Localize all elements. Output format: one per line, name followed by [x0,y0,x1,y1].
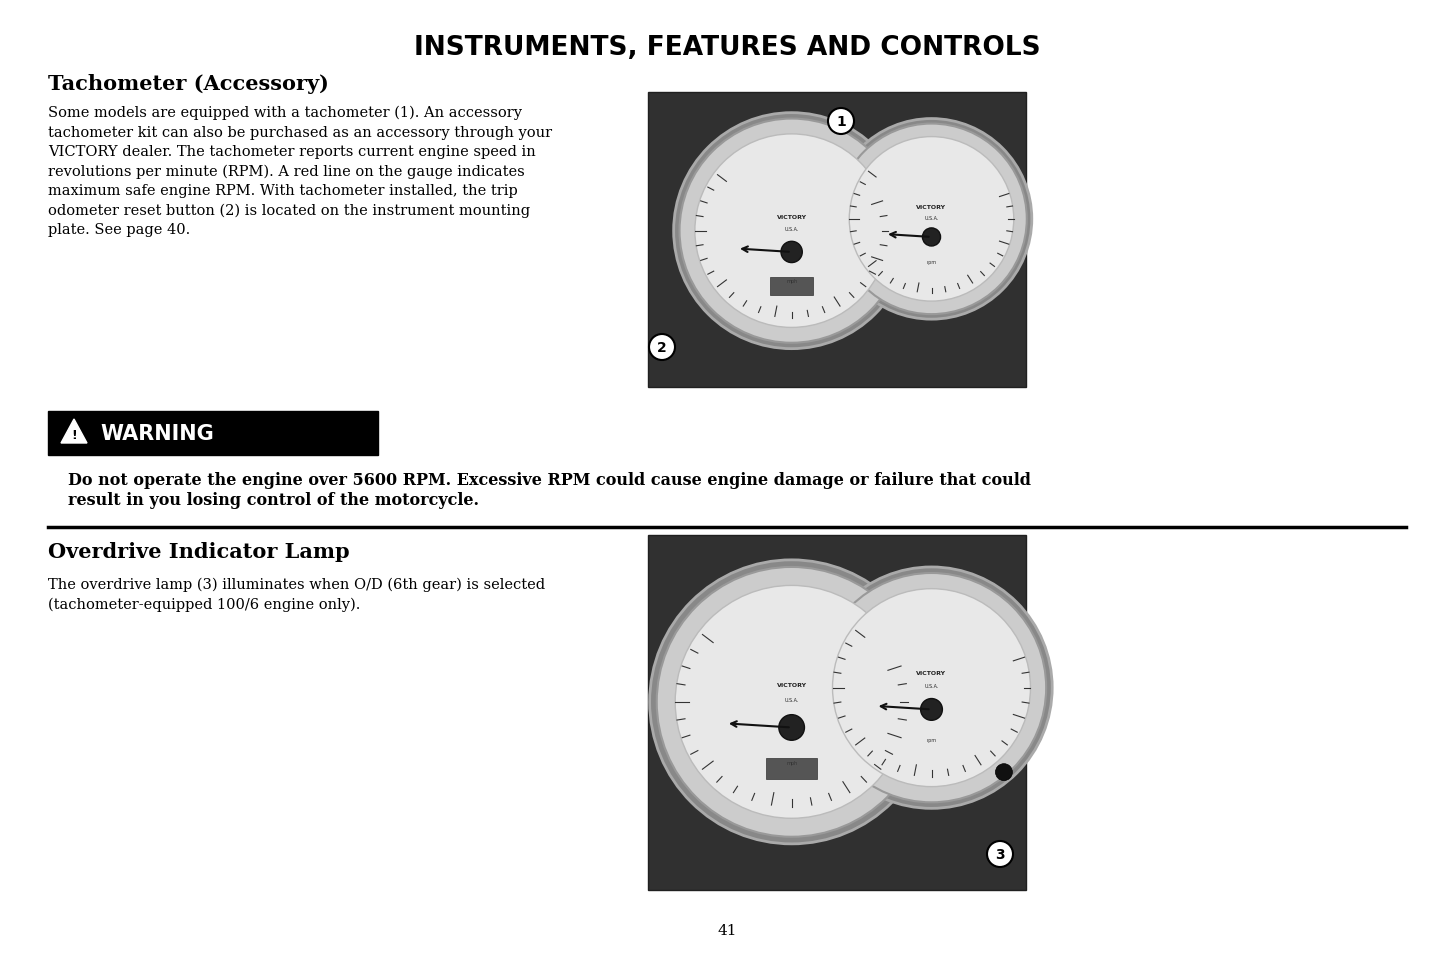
Text: VICTORY: VICTORY [776,682,807,687]
Bar [766,758,817,779]
Text: revolutions per minute (RPM). A red line on the gauge indicates: revolutions per minute (RPM). A red line… [48,164,525,179]
Circle shape [695,134,888,328]
Text: mph: mph [787,279,797,284]
Text: tachometer kit can also be purchased as an accessory through your: tachometer kit can also be purchased as … [48,126,553,139]
Text: !: ! [71,429,77,442]
Circle shape [817,574,1047,802]
Circle shape [827,109,853,135]
Circle shape [836,125,1027,314]
Text: U.S.A.: U.S.A. [925,683,939,688]
Text: Do not operate the engine over 5600 RPM. Excessive RPM could cause engine damage: Do not operate the engine over 5600 RPM.… [68,472,1031,489]
Circle shape [650,560,933,844]
Text: U.S.A.: U.S.A. [785,698,798,702]
Circle shape [679,119,904,343]
Circle shape [781,242,803,263]
Polygon shape [61,419,87,443]
Text: mph: mph [787,760,797,765]
Circle shape [779,715,804,740]
Circle shape [987,841,1013,867]
Bar [771,278,813,295]
Text: rpm: rpm [926,737,936,741]
Text: U.S.A.: U.S.A. [785,227,798,232]
Text: 41: 41 [717,923,737,937]
Circle shape [648,335,675,360]
Circle shape [675,586,909,819]
Bar [48,412,378,456]
Bar [648,536,1027,890]
Text: 1: 1 [836,115,846,129]
Bar [648,92,1027,388]
Text: 2: 2 [657,340,667,355]
Text: rpm: rpm [926,260,936,265]
Text: VICTORY dealer. The tachometer reports current engine speed in: VICTORY dealer. The tachometer reports c… [48,145,535,159]
Text: The overdrive lamp (3) illuminates when O/D (6th gear) is selected: The overdrive lamp (3) illuminates when … [48,578,545,592]
Circle shape [849,137,1013,302]
Text: Overdrive Indicator Lamp: Overdrive Indicator Lamp [48,541,349,561]
Text: result in you losing control of the motorcycle.: result in you losing control of the moto… [68,492,478,509]
Circle shape [811,567,1053,808]
Text: plate. See page 40.: plate. See page 40. [48,223,190,236]
Circle shape [832,119,1032,320]
Circle shape [920,699,942,720]
Text: VICTORY: VICTORY [916,671,947,676]
Circle shape [833,589,1031,787]
Text: Some models are equipped with a tachometer (1). An accessory: Some models are equipped with a tachomet… [48,106,522,120]
Text: Tachometer (Accessory): Tachometer (Accessory) [48,74,329,94]
Text: INSTRUMENTS, FEATURES AND CONTROLS: INSTRUMENTS, FEATURES AND CONTROLS [414,35,1040,61]
Text: 3: 3 [995,847,1005,862]
Text: (tachometer-equipped 100/6 engine only).: (tachometer-equipped 100/6 engine only). [48,597,361,611]
Circle shape [996,764,1012,781]
Circle shape [657,567,926,837]
Text: VICTORY: VICTORY [916,205,947,210]
Text: WARNING: WARNING [100,423,214,443]
Text: maximum safe engine RPM. With tachometer installed, the trip: maximum safe engine RPM. With tachometer… [48,184,518,198]
Text: VICTORY: VICTORY [776,214,807,219]
Circle shape [673,113,910,350]
Circle shape [922,229,941,247]
Text: U.S.A.: U.S.A. [925,215,939,220]
Text: odometer reset button (2) is located on the instrument mounting: odometer reset button (2) is located on … [48,203,531,217]
